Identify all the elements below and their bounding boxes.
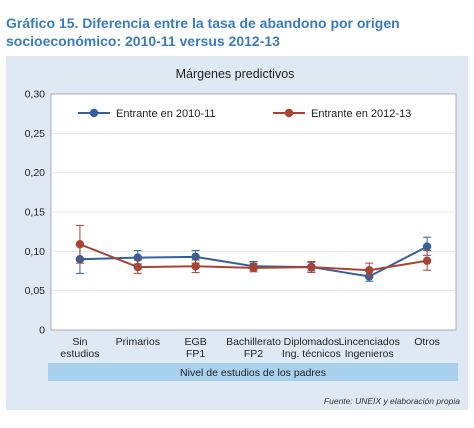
legend-marker <box>284 108 294 118</box>
data-point <box>75 240 85 249</box>
figure-title-line2: socioeconómico: 2010-11 versus 2012-13 <box>6 33 280 49</box>
gridlines <box>51 132 456 292</box>
x-tick-label: Primarios <box>116 336 160 348</box>
data-point <box>307 262 316 272</box>
x-tick-label: Diplomados Ing. técnicos <box>282 336 341 360</box>
y-axis: 0 0,05 0,10 0,15 0,20 0,25 0,30 <box>25 89 46 337</box>
chart-svg: Márgenes predictivos 0 0,05 0,10 0,15 0,20 0,… <box>25 67 458 381</box>
x-axis-title: Nivel de estudios de los padres <box>180 367 326 379</box>
data-point <box>133 262 142 272</box>
y-tick-label: 0,25 <box>25 128 46 140</box>
data-point <box>249 263 258 273</box>
legend-item: Entrante en 2010-11 <box>78 108 215 120</box>
data-point <box>365 266 374 275</box>
data-point <box>422 242 432 251</box>
y-tick-label: 0,05 <box>25 285 46 297</box>
legend-marker <box>89 108 99 118</box>
x-axis: Sin estudios Primarios EGB FP1 Bachillerato FP… <box>60 336 440 360</box>
legend-label: Entrante en 2012-13 <box>311 108 411 120</box>
figure-title: Gráfico 15. Diferencia entre la tasa de … <box>6 14 468 50</box>
chart-panel: Márgenes predictivos 0 0,05 0,10 0,15 0,20 0,… <box>6 56 468 410</box>
y-tick-label: 0,20 <box>25 167 46 179</box>
legend: Entrante en 2010-11 Entrante en 2012-13 <box>78 108 411 120</box>
legend-label: Entrante en 2010-11 <box>116 108 215 120</box>
y-tick-label: 0 <box>39 325 45 337</box>
x-tick-label: Otros <box>414 336 440 348</box>
series-2 <box>75 224 432 278</box>
series-layer <box>75 224 432 282</box>
x-tick-label: Bachillerato FP2 <box>226 336 281 360</box>
x-tick-label: Lincenciados Ingenieros <box>339 336 400 360</box>
x-tick-label: Sin estudios <box>60 336 99 360</box>
y-tick-label: 0,15 <box>25 207 46 219</box>
figure-title-line1: Gráfico 15. Diferencia entre la tasa de … <box>6 15 400 31</box>
chart-title: Márgenes predictivos <box>176 67 295 81</box>
data-point <box>191 262 200 271</box>
source-note: Fuente: UNEIX y elaboración propia <box>323 396 460 406</box>
y-tick-label: 0,30 <box>25 89 46 101</box>
x-tick-label: EGB FP1 <box>185 336 207 360</box>
data-point <box>422 256 432 265</box>
y-tick-label: 0,10 <box>25 246 46 258</box>
legend-item: Entrante en 2012-13 <box>273 108 411 120</box>
x-axis-title-band <box>48 363 458 381</box>
data-point <box>191 252 200 262</box>
